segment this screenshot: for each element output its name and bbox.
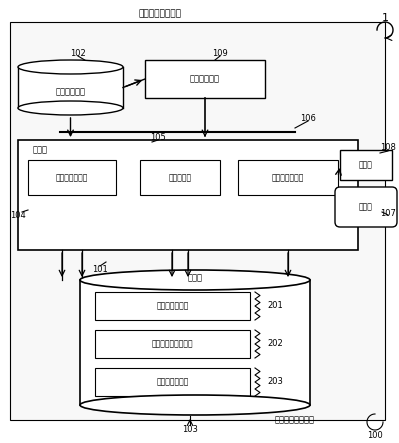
Text: 配送业绩数据: 配送业绩数据 bbox=[55, 87, 85, 96]
Text: 货物属性存储部: 货物属性存储部 bbox=[156, 302, 189, 311]
Text: 处理部: 处理部 bbox=[32, 145, 47, 155]
Text: 配送车辆属性存储部: 配送车辆属性存储部 bbox=[152, 339, 193, 349]
Bar bbox=[18, 140, 358, 250]
Text: 101: 101 bbox=[92, 265, 108, 275]
Text: 106: 106 bbox=[300, 113, 316, 123]
Bar bbox=[95, 330, 250, 358]
Text: 105: 105 bbox=[150, 133, 166, 143]
Ellipse shape bbox=[18, 60, 123, 74]
Text: 配送计划制定装置: 配送计划制定装置 bbox=[275, 416, 315, 424]
Text: 动态管理系统: 动态管理系统 bbox=[190, 74, 220, 83]
Bar bbox=[238, 160, 338, 195]
Text: 显示部: 显示部 bbox=[359, 202, 373, 211]
Text: 107: 107 bbox=[380, 209, 396, 218]
Text: 存储部: 存储部 bbox=[188, 273, 203, 283]
Ellipse shape bbox=[80, 270, 310, 290]
Text: 100: 100 bbox=[367, 431, 383, 439]
Text: 108: 108 bbox=[380, 144, 396, 152]
Bar bbox=[95, 292, 250, 320]
Bar bbox=[28, 160, 116, 195]
Bar bbox=[95, 368, 250, 396]
Text: 发货规则存储部: 发货规则存储部 bbox=[156, 377, 189, 386]
Text: 属性判断部: 属性判断部 bbox=[168, 173, 192, 182]
Text: 102: 102 bbox=[70, 48, 86, 58]
Text: 配送计划制定系统: 配送计划制定系统 bbox=[138, 9, 182, 19]
Bar bbox=[145, 60, 265, 98]
Bar bbox=[80, 280, 310, 405]
Bar bbox=[18, 67, 123, 108]
Text: 203: 203 bbox=[267, 377, 283, 386]
Text: 发货规则生成部: 发货规则生成部 bbox=[56, 173, 88, 182]
Ellipse shape bbox=[18, 101, 123, 115]
Text: 输入部: 输入部 bbox=[359, 160, 373, 170]
Text: 202: 202 bbox=[267, 339, 283, 349]
FancyBboxPatch shape bbox=[335, 187, 397, 227]
Text: 1: 1 bbox=[381, 13, 389, 23]
Text: 104: 104 bbox=[10, 210, 26, 219]
Bar bbox=[340, 150, 392, 180]
Ellipse shape bbox=[80, 395, 310, 415]
Text: 109: 109 bbox=[212, 48, 228, 58]
Text: 201: 201 bbox=[267, 302, 283, 311]
Text: 配送计划计算部: 配送计划计算部 bbox=[272, 173, 304, 182]
Bar bbox=[140, 160, 220, 195]
Bar bbox=[10, 22, 385, 420]
Text: 103: 103 bbox=[182, 425, 198, 435]
